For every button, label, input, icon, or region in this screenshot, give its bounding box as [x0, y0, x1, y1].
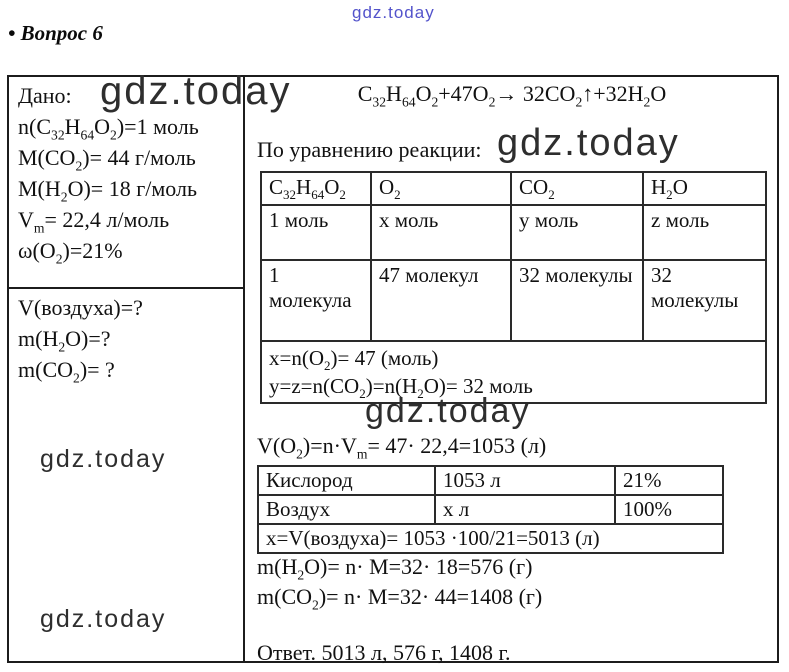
watermark-left-upper: gdz.today: [40, 445, 167, 473]
watermark-by-equation: gdz.today: [497, 122, 680, 164]
table-footer-cell: x=V(воздуха)= 1053 ·100/21=5013 (л): [257, 523, 724, 554]
table-cell: 21%: [614, 465, 724, 496]
table-cell: 1053 л: [434, 465, 616, 496]
question-title: • Вопрос 6: [8, 21, 103, 45]
table-footer-line: y=z=n(CO2)=n(H2O)= 32 моль: [269, 374, 533, 402]
given-line: Vm= 22,4 л/моль: [18, 207, 170, 236]
table-cell: 100%: [614, 494, 724, 525]
table-cell: 32 молекулы: [510, 259, 644, 342]
by-equation-label: По уравнению реакции:: [257, 137, 482, 162]
table-cell: 47 молекул: [370, 259, 512, 342]
solution-box: gdz.today Дано: n(C32H64O2)=1 моль M(CO2…: [7, 69, 779, 665]
table-row-moles: 1 моль x моль y моль z моль: [260, 204, 767, 261]
answer-line: Ответ. 5013 л, 576 г, 1408 г.: [257, 640, 511, 665]
table-cell: Кислород: [257, 465, 436, 496]
table-row-molecules: 1 молекула 47 молекул 32 молекулы 32 мол…: [260, 259, 767, 342]
table-header-row: C32H64O2 O2 CO2 H2O: [260, 171, 767, 206]
air-proportion-table: Кислород 1053 л 21% Воздух х л 100% x=V(…: [257, 465, 724, 554]
oxygen-volume-line: V(O2)=n·Vm= 47· 22,4=1053 (л): [257, 433, 547, 462]
reaction-equation: C32H64O2+47O2→ 32CO2↑+32H2O: [357, 81, 667, 110]
find-line: V(воздуха)=?: [18, 295, 143, 320]
table-cell: y моль: [510, 204, 644, 261]
table-cell: 1 молекула: [260, 259, 372, 342]
table-header-cell: CO2: [510, 171, 644, 206]
given-line: n(C32H64O2)=1 моль: [18, 114, 199, 143]
table-footer-line: x=n(O2)= 47 (моль): [269, 346, 439, 374]
given-section: Дано: n(C32H64O2)=1 моль M(CO2)= 44 г/мо…: [9, 77, 243, 266]
co2-mass-line: m(CO2)= n· M=32· 44=1408 (г): [257, 584, 543, 613]
solution-column: C32H64O2+47O2→ 32CO2↑+32H2O По уравнению…: [247, 77, 777, 665]
given-line: M(CO2)= 44 г/моль: [18, 145, 196, 174]
table-footer-row: x=n(O2)= 47 (моль) y=z=n(CO2)=n(H2O)= 32…: [260, 340, 767, 404]
table-cell: z моль: [642, 204, 767, 261]
water-mass-line: m(H2O)= n· M=32· 18=576 (г): [257, 554, 533, 583]
given-column: Дано: n(C32H64O2)=1 моль M(CO2)= 44 г/мо…: [9, 77, 245, 661]
table-cell: 1 моль: [260, 204, 372, 261]
table-row: Воздух х л 100%: [257, 494, 724, 525]
given-line: ω(O2)=21%: [18, 238, 123, 267]
given-label: Дано:: [18, 83, 72, 108]
table-cell: 32 молекулы: [642, 259, 767, 342]
table-header-cell: O2: [370, 171, 512, 206]
table-cell: Воздух: [257, 494, 436, 525]
table-header-cell: H2O: [642, 171, 767, 206]
find-line: m(CO2)= ?: [18, 357, 115, 386]
mole-ratio-table: C32H64O2 O2 CO2 H2O 1 моль x моль y моль…: [260, 171, 767, 404]
table-row: Кислород 1053 л 21%: [257, 465, 724, 496]
table-header-cell: C32H64O2: [260, 171, 372, 206]
table-footer-row: x=V(воздуха)= 1053 ·100/21=5013 (л): [257, 523, 724, 554]
watermark-top: gdz.today: [352, 3, 435, 22]
watermark-left-lower: gdz.today: [40, 605, 167, 633]
find-section: V(воздуха)=? m(H2O)=? m(CO2)= ?: [9, 287, 243, 385]
find-line: m(H2O)=?: [18, 326, 111, 355]
given-line: M(H2O)= 18 г/моль: [18, 176, 197, 205]
table-cell: x моль: [370, 204, 512, 261]
table-cell: х л: [434, 494, 616, 525]
table-footer-cell: x=n(O2)= 47 (моль) y=z=n(CO2)=n(H2O)= 32…: [260, 340, 767, 404]
